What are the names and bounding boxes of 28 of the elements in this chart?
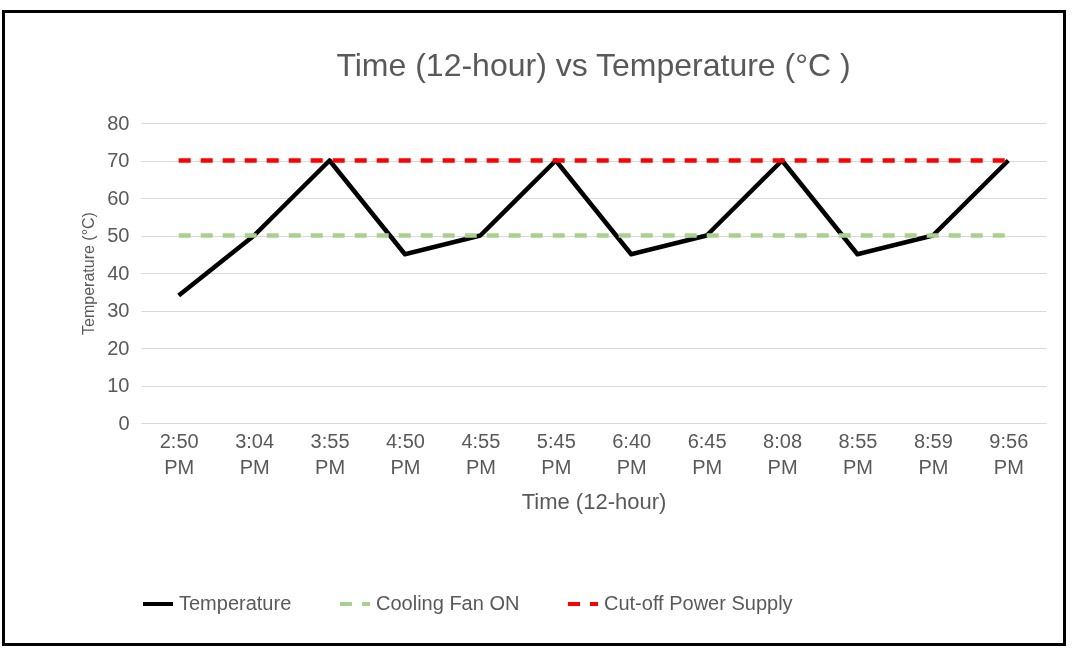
y-tick-label: 50	[107, 224, 130, 246]
x-tick-label: 3:55 PM	[310, 429, 350, 478]
y-tick-label: 60	[107, 186, 130, 209]
x-tick-label: 8:55 PM	[838, 429, 878, 478]
x-tick-label: 3:04 PM	[235, 429, 275, 478]
y-tick-label: 0	[118, 411, 130, 434]
chart-title: Time (12-hour) vs Temperature (°C )	[336, 47, 851, 83]
x-tick-label: 4:55 PM	[461, 429, 501, 478]
x-tick-label: 5:45 PM	[536, 429, 576, 478]
y-axis-title: Temperature (°C)	[80, 212, 98, 335]
x-tick-label: 9:56 PM	[989, 429, 1029, 478]
legend-label: Cooling Fan ON	[376, 592, 520, 614]
y-tick-label: 40	[107, 261, 130, 284]
x-axis-title: Time (12-hour)	[521, 488, 667, 514]
x-tick-label: 2:50 PM	[159, 429, 199, 478]
legend-label: Temperature	[179, 592, 292, 614]
line-series	[176, 158, 1011, 298]
legend-label: Cut-off Power Supply	[604, 592, 793, 614]
y-tick-label: 20	[107, 336, 130, 359]
y-tick-label: 30	[107, 299, 130, 321]
x-tick-label: 8:08 PM	[763, 429, 803, 478]
y-tick-label: 10	[107, 374, 130, 396]
x-tick-label: 8:59 PM	[913, 429, 953, 478]
y-tick-label: 70	[107, 149, 130, 171]
x-tick-label: 4:50 PM	[385, 429, 425, 478]
x-tick-label: 6:45 PM	[687, 429, 727, 478]
x-tick-label: 6:40 PM	[612, 429, 652, 478]
y-tick-label: 80	[107, 111, 130, 134]
